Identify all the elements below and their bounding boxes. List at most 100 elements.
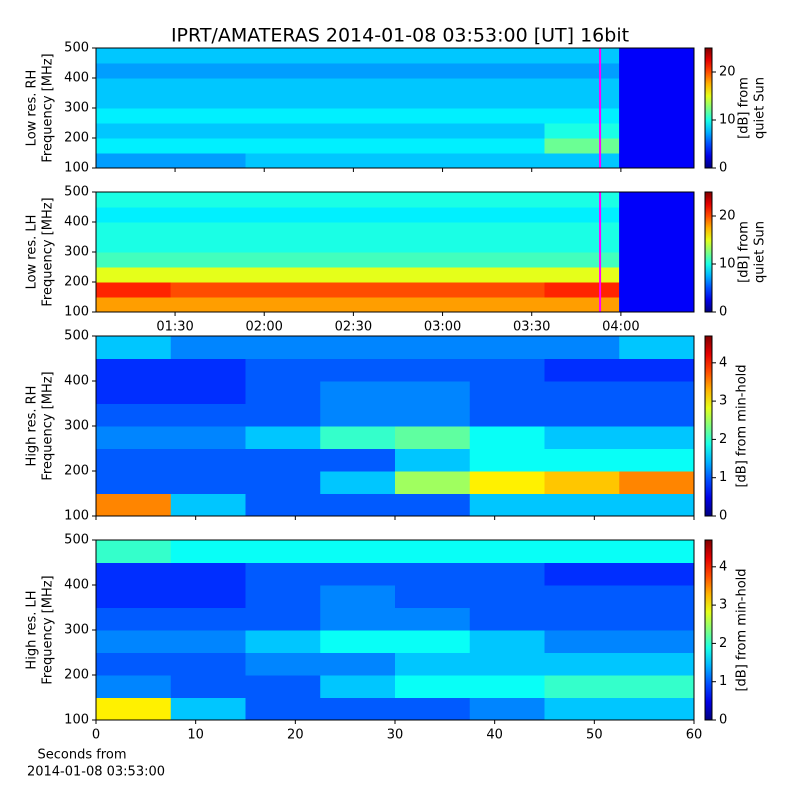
x-tick-label: 03:30 [513,320,550,335]
x-tick-label: 02:00 [245,320,282,335]
x-tick-label: 02:30 [335,320,372,335]
colorbar-tick-label: 0 [719,305,727,320]
heatmap-cell [96,252,172,268]
y-tick-label: 500 [64,185,89,200]
heatmap-cell [320,63,396,79]
heatmap-cell [619,48,695,64]
heatmap-cell [245,267,321,283]
heatmap-cell [170,138,246,154]
heatmap-cell [469,697,545,721]
heatmap-cell [619,697,695,721]
x-tick-label: 0 [92,728,100,743]
y-tick-label: 500 [64,533,89,548]
y-tick-label: 300 [64,419,89,434]
heatmap-cell [170,267,246,283]
heatmap-cell [395,403,471,427]
heatmap-cell [170,448,246,472]
heatmap-cell [619,153,695,169]
heatmap-cell [469,630,545,653]
heatmap-cell [619,493,695,517]
heatmap-cell [170,697,246,721]
heatmap-cell [395,252,471,268]
heatmap-cell [96,471,172,494]
heatmap-cell [544,448,620,472]
heatmap-cell [619,138,695,154]
x-tick-label: 50 [586,728,603,743]
heatmap-cell [469,471,545,494]
heatmap-cell [245,336,321,359]
heatmap-cell [170,336,246,359]
heatmap-cell [170,607,246,631]
heatmap-cell [245,78,321,94]
heatmap-cell [320,358,396,382]
colorbar-tick-label: 3 [719,598,727,613]
heatmap-cell [170,493,246,517]
heatmap-cell [170,153,246,169]
y-tick-label: 100 [64,713,89,728]
heatmap-cell [469,493,545,517]
heatmap-cell [395,358,471,382]
y-axis-label: Low res. LH [25,215,40,290]
heatmap-cell [245,123,321,139]
heatmap-cell [619,471,695,494]
heatmap-cell [544,630,620,653]
heatmap-cell [544,607,620,631]
heatmap-cell [469,252,545,268]
heatmap-cell [245,207,321,223]
colorbar-label: [dB] from [737,77,752,139]
heatmap-cell [469,237,545,253]
y-tick-label: 200 [64,131,89,146]
heatmap-cell [96,336,172,359]
heatmap-cell [395,207,471,223]
heatmap-cell [170,222,246,238]
heatmap-cell [96,448,172,472]
heatmap-cell [245,138,321,154]
heatmap-cell [395,192,471,208]
colorbar-label: [dB] from min-hold [735,568,750,691]
heatmap-cell [170,282,246,298]
heatmap-cell [96,540,172,563]
heatmap-cell [544,48,620,64]
heatmap-cell [245,675,321,698]
colorbar [704,539,713,721]
heatmap-cell [544,267,620,283]
heatmap-cell [245,358,321,382]
colorbar-tick-label: 0 [719,161,727,176]
heatmap-cell [395,471,471,494]
heatmap-cell [544,123,620,139]
heatmap-cell [96,93,172,109]
y-tick-label: 400 [64,71,89,86]
heatmap-cell [544,358,620,382]
heatmap-cell [395,153,471,169]
heatmap-cell [544,207,620,223]
heatmap-cell [544,192,620,208]
heatmap-cell [544,652,620,676]
y-tick-label: 500 [64,41,89,56]
heatmap-cell [395,222,471,238]
heatmap-cell [619,267,695,283]
heatmap-cell [320,192,396,208]
heatmap-cell [395,381,471,404]
heatmap-cell [469,48,545,64]
heatmap-cell [320,48,396,64]
heatmap-cell [619,222,695,238]
x-tick-label: 04:00 [602,320,639,335]
heatmap-cell [170,237,246,253]
y-axis-label: Frequency [MHz] [41,371,56,480]
heatmap-cell [544,153,620,169]
heatmap-cell [544,585,620,608]
x-axis-label: 2014-01-08 03:53:00 [27,765,165,780]
heatmap-cell [395,585,471,608]
heatmap-cell [619,93,695,109]
x-tick-label: 10 [187,728,204,743]
heatmap-cell [395,267,471,283]
heatmap-cell [544,493,620,517]
heatmap-cell [320,222,396,238]
heatmap-cell [245,540,321,563]
colorbar-tick-label: 20 [719,65,736,80]
heatmap-cell [170,48,246,64]
heatmap-cell [395,282,471,298]
y-tick-label: 100 [64,509,89,524]
heatmap-cell [96,562,172,586]
